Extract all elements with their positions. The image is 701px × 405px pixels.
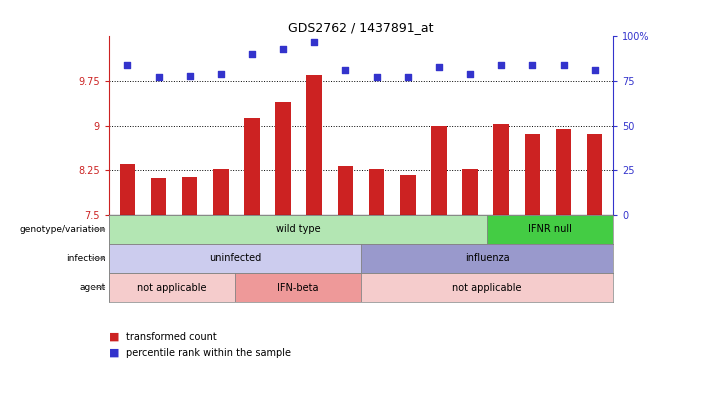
Text: wild type: wild type <box>275 224 320 234</box>
Point <box>215 70 226 77</box>
Text: genotype/variation: genotype/variation <box>20 225 106 234</box>
Bar <box>361 273 613 302</box>
Point <box>308 38 320 45</box>
Text: transformed count: transformed count <box>126 332 217 341</box>
Bar <box>244 118 260 215</box>
Bar <box>109 273 235 302</box>
Point <box>402 74 414 81</box>
Bar <box>120 164 135 215</box>
Bar <box>306 75 322 215</box>
Bar <box>213 169 229 215</box>
Point <box>278 46 289 52</box>
Text: influenza: influenza <box>465 254 510 263</box>
Bar <box>587 134 602 215</box>
Bar <box>400 175 416 215</box>
Bar <box>462 169 478 215</box>
Bar <box>361 244 613 273</box>
Bar <box>431 126 447 215</box>
Text: IFNR null: IFNR null <box>529 224 572 234</box>
Point <box>184 72 196 79</box>
Text: not applicable: not applicable <box>452 283 522 292</box>
Point <box>558 62 569 68</box>
Point <box>433 64 444 70</box>
Bar <box>524 134 540 215</box>
Point <box>122 62 133 68</box>
Text: percentile rank within the sample: percentile rank within the sample <box>126 348 291 358</box>
Text: infection: infection <box>67 254 106 263</box>
Bar <box>487 215 613 244</box>
Bar <box>182 177 198 215</box>
Bar <box>109 244 361 273</box>
Text: agent: agent <box>80 283 106 292</box>
Bar <box>338 166 353 215</box>
Point <box>371 74 382 81</box>
Text: uninfected: uninfected <box>209 254 261 263</box>
Bar <box>494 124 509 215</box>
Point <box>496 62 507 68</box>
Bar <box>235 273 361 302</box>
Text: IFN-beta: IFN-beta <box>277 283 319 292</box>
Text: not applicable: not applicable <box>137 283 207 292</box>
Text: ■: ■ <box>109 332 119 341</box>
Point <box>153 74 164 81</box>
Text: ■: ■ <box>109 348 119 358</box>
Bar <box>556 128 571 215</box>
Bar <box>369 169 384 215</box>
Bar <box>275 102 291 215</box>
Title: GDS2762 / 1437891_at: GDS2762 / 1437891_at <box>288 21 434 34</box>
Point <box>526 62 538 68</box>
Point <box>589 67 600 74</box>
Point <box>246 51 257 58</box>
Point <box>340 67 351 74</box>
Bar <box>151 178 166 215</box>
Bar <box>109 215 487 244</box>
Point <box>465 70 476 77</box>
